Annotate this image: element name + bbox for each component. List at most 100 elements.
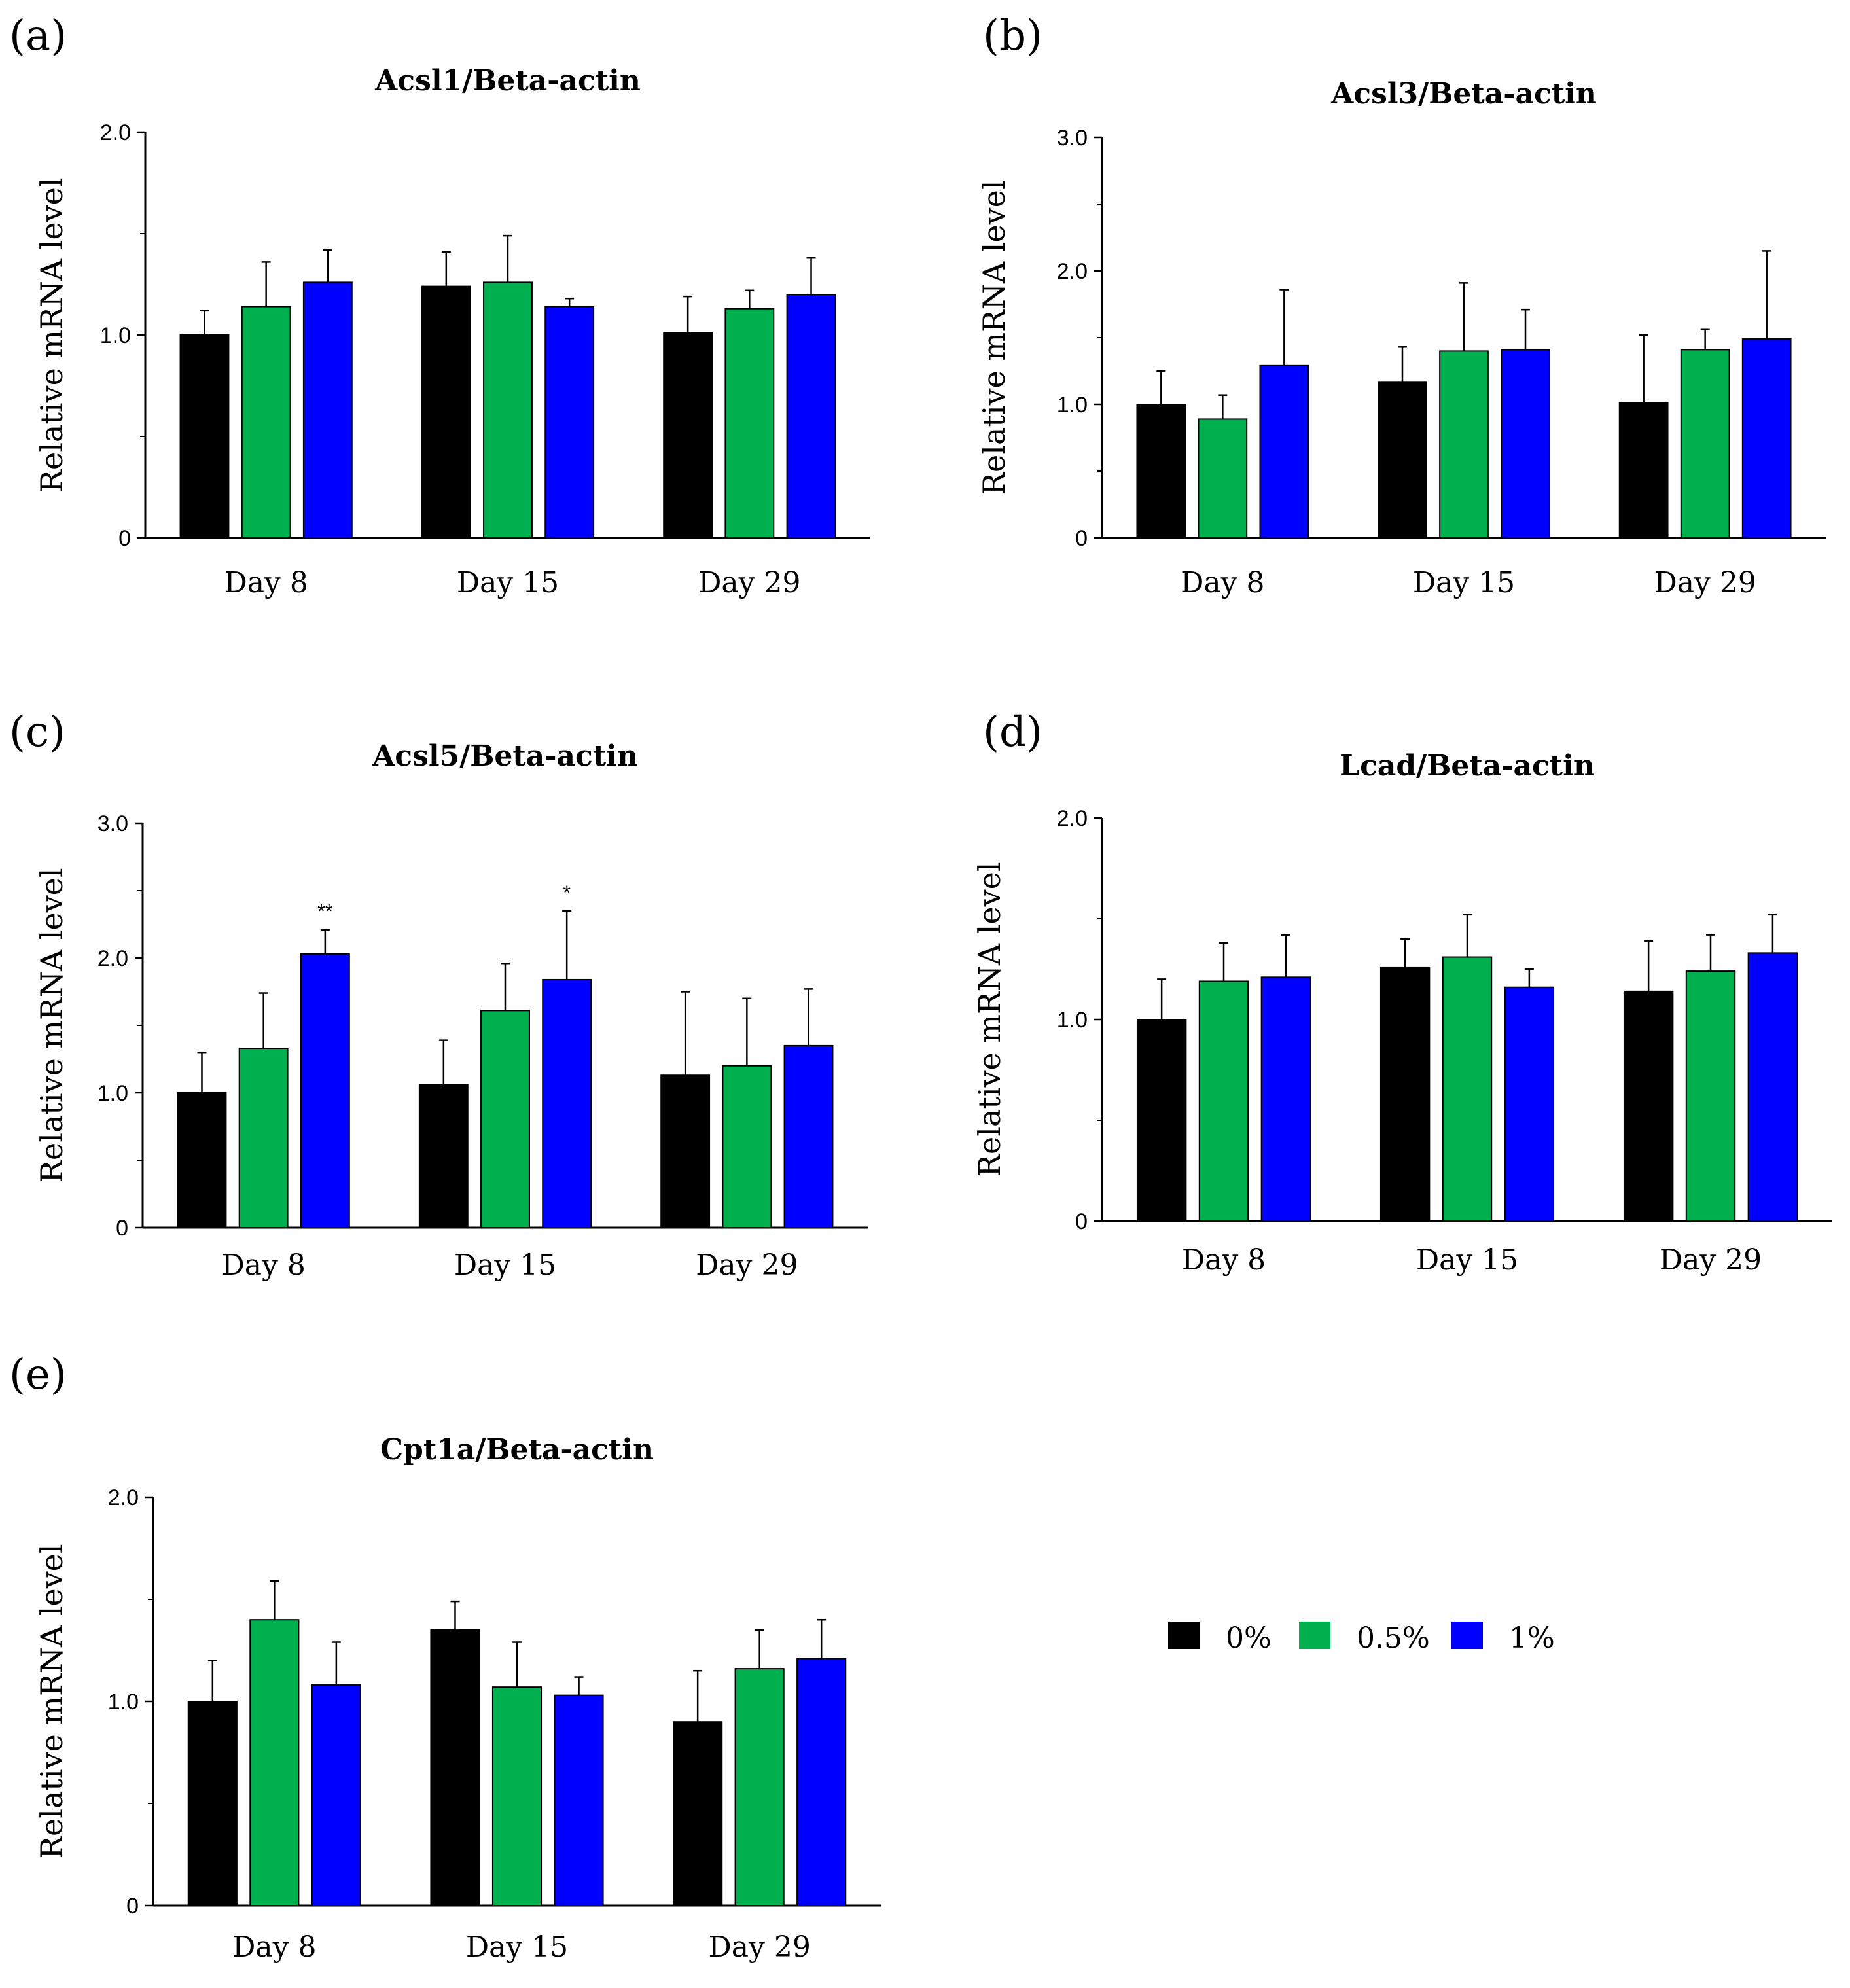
legend: 0% 0.5% 1% bbox=[1168, 1622, 1555, 1655]
x-category-label: Day 29 bbox=[696, 1249, 798, 1282]
bar-1% bbox=[544, 306, 595, 539]
bar-0.5% bbox=[249, 1619, 300, 1906]
y-axis-label: Relative mRNA level bbox=[34, 868, 69, 1182]
chart-title: Lcad/Beta-actin bbox=[1340, 749, 1595, 783]
panel-label: (b) bbox=[983, 12, 1042, 60]
chart-title: Acsl3/Beta-actin bbox=[1330, 77, 1597, 111]
x-category-label: Day 8 bbox=[1181, 566, 1264, 599]
panel-label: (d) bbox=[983, 708, 1042, 756]
bar-0.5% bbox=[724, 308, 775, 539]
bar-1% bbox=[542, 978, 592, 1228]
panel-label: (a) bbox=[9, 12, 67, 60]
x-category-label: Day 29 bbox=[1654, 566, 1756, 599]
bar-1% bbox=[783, 1044, 834, 1229]
bar-0.5% bbox=[1198, 980, 1249, 1222]
x-category-label: Day 15 bbox=[457, 566, 559, 599]
y-tick-label: 2.0 bbox=[1057, 806, 1088, 831]
y-axis-label: Relative mRNA level bbox=[34, 1544, 69, 1858]
x-category-label: Day 8 bbox=[221, 1249, 305, 1282]
y-tick-label: 1.0 bbox=[108, 1690, 139, 1714]
bar-0.5% bbox=[722, 1065, 772, 1229]
bar-0% bbox=[421, 285, 471, 539]
bar-0% bbox=[673, 1721, 723, 1906]
legend-label: 0.5% bbox=[1357, 1622, 1430, 1655]
bar-0% bbox=[1618, 402, 1669, 539]
x-category-label: Day 8 bbox=[1182, 1243, 1266, 1277]
bar-0.5% bbox=[483, 281, 533, 539]
y-axis-label: Relative mRNA level bbox=[976, 180, 1012, 495]
legend-label: 1% bbox=[1509, 1622, 1555, 1655]
bar-0.5% bbox=[734, 1668, 785, 1907]
bar-0.5% bbox=[1439, 350, 1489, 539]
y-tick-label: 2.0 bbox=[98, 946, 128, 971]
bar-1% bbox=[1504, 986, 1555, 1222]
bar-1% bbox=[311, 1684, 361, 1907]
bar-0.5% bbox=[1442, 956, 1493, 1222]
x-category-label: Day 29 bbox=[1660, 1243, 1762, 1277]
significance-label: * bbox=[563, 882, 571, 904]
bar-0.5% bbox=[1685, 970, 1736, 1222]
bar-0.5% bbox=[491, 1686, 543, 1906]
bar-1% bbox=[1747, 952, 1798, 1222]
x-category-label: Day 29 bbox=[698, 566, 800, 599]
y-tick-label: 0 bbox=[116, 1216, 128, 1241]
chart-title: Acsl1/Beta-actin bbox=[374, 64, 641, 98]
x-category-label: Day 15 bbox=[454, 1249, 556, 1282]
bar-0% bbox=[187, 1701, 238, 1906]
x-category-label: Day 8 bbox=[232, 1930, 316, 1964]
y-tick-label: 1.0 bbox=[98, 1081, 128, 1106]
y-tick-label: 3.0 bbox=[1057, 126, 1088, 151]
bar-1% bbox=[1260, 976, 1311, 1222]
y-tick-label: 1.0 bbox=[100, 323, 131, 348]
y-tick-label: 3.0 bbox=[98, 811, 128, 836]
y-tick-label: 1.0 bbox=[1057, 1008, 1088, 1033]
bar-0.5% bbox=[241, 306, 291, 539]
y-tick-label: 2.0 bbox=[108, 1485, 139, 1510]
bar-0.5% bbox=[1680, 349, 1730, 539]
panel-label: (e) bbox=[9, 1351, 67, 1399]
bar-1% bbox=[302, 281, 353, 539]
bar-0% bbox=[663, 332, 713, 539]
bar-0.5% bbox=[480, 1010, 530, 1228]
panel-label: (c) bbox=[9, 708, 65, 756]
bar-1% bbox=[1259, 364, 1309, 539]
chart-panel-4: (e) Cpt1a/Beta-actin 0 1.0 2.0 Relative mRNA … bbox=[9, 1351, 881, 1964]
bar-0% bbox=[1136, 1019, 1187, 1222]
significance-label: ** bbox=[317, 901, 333, 923]
bar-0.5% bbox=[1198, 418, 1248, 539]
chart-title: Cpt1a/Beta-actin bbox=[380, 1433, 654, 1466]
y-tick-label: 1.0 bbox=[1057, 393, 1088, 417]
chart-panel-3: (d) Lcad/Beta-actin 0 1.0 2.0 Relative mRNA l… bbox=[972, 708, 1832, 1277]
y-axis-label: Relative mRNA level bbox=[34, 177, 69, 492]
legend-swatch bbox=[1451, 1622, 1483, 1649]
bar-0% bbox=[1378, 381, 1427, 539]
bar-0.5% bbox=[238, 1048, 289, 1229]
chart-panel-1: (b) Acsl3/Beta-actin 0 1.0 2.0 3.0 Relative mR… bbox=[976, 12, 1826, 599]
x-category-label: Day 8 bbox=[224, 566, 308, 599]
bar-1% bbox=[300, 953, 350, 1228]
bar-1% bbox=[1741, 338, 1792, 539]
bar-1% bbox=[1501, 349, 1550, 539]
bar-1% bbox=[796, 1658, 847, 1906]
bar-0% bbox=[1136, 404, 1186, 539]
bar-0% bbox=[177, 1092, 227, 1228]
chart-panel-2: (c) Acsl5/Beta-actin 0 1.0 2.0 3.0 Relative mR… bbox=[9, 708, 868, 1282]
legend-swatch bbox=[1168, 1622, 1200, 1649]
y-tick-label: 2.0 bbox=[1057, 259, 1088, 284]
legend-label: 0% bbox=[1226, 1622, 1272, 1655]
bar-0% bbox=[418, 1084, 469, 1229]
bar-0% bbox=[430, 1629, 480, 1907]
x-category-label: Day 15 bbox=[1413, 566, 1515, 599]
charts-layer: (a) Acsl1/Beta-actin 0 1.0 2.0 Relative mRNA … bbox=[9, 12, 1832, 1964]
bar-0% bbox=[1623, 990, 1674, 1222]
y-tick-label: 0 bbox=[1075, 1209, 1088, 1234]
x-category-label: Day 15 bbox=[1416, 1243, 1518, 1277]
y-tick-label: 0 bbox=[1075, 526, 1088, 551]
bar-0% bbox=[179, 334, 230, 539]
bar-1% bbox=[786, 294, 836, 539]
x-category-label: Day 29 bbox=[708, 1930, 810, 1964]
y-axis-label: Relative mRNA level bbox=[972, 862, 1007, 1177]
chart-panel-0: (a) Acsl1/Beta-actin 0 1.0 2.0 Relative mRNA … bbox=[9, 12, 870, 599]
y-tick-label: 0 bbox=[126, 1894, 139, 1919]
